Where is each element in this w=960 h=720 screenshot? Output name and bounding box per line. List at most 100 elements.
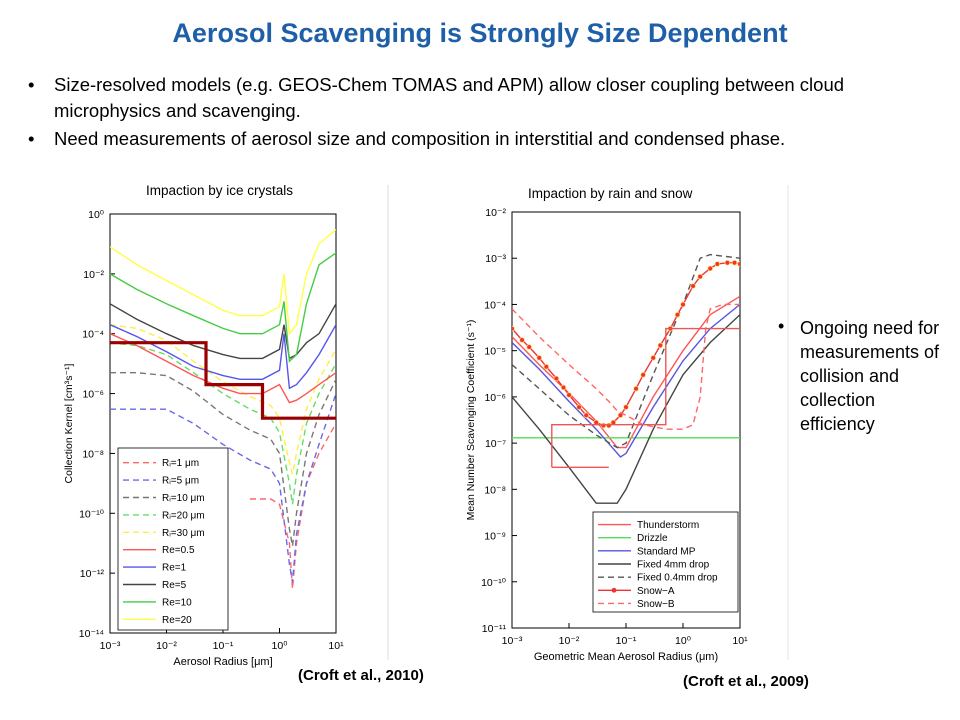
series-marker: [512, 325, 515, 332]
legend-label: Fixed 0.4mm drop: [637, 573, 718, 584]
series-marker: [690, 283, 696, 289]
y-axis-label: Collection Kernel [cm³s⁻¹]: [63, 363, 75, 483]
series-line: [110, 229, 336, 336]
series-marker: [519, 337, 525, 343]
x-tick-label: 10¹: [328, 640, 344, 652]
series-marker: [697, 273, 703, 280]
series-line: [512, 303, 740, 430]
legend-label: Rᵢ=30 μm: [162, 528, 205, 539]
x-tick-label: 10⁻²: [156, 640, 177, 652]
legend-label: Standard MP: [637, 546, 696, 557]
legend-label: Re=0.5: [162, 545, 195, 556]
legend-label: Snow−A: [637, 586, 675, 597]
citation-left: (Croft et al., 2010): [298, 667, 424, 684]
x-tick-label: 10⁰: [675, 635, 691, 647]
x-axis-label: Geometric Mean Aerosol Radius (μm): [534, 651, 718, 663]
y-tick-label: 10⁻⁸: [82, 448, 104, 460]
legend-label: Snow−B: [637, 599, 675, 610]
series-line: [110, 342, 336, 505]
legend-label: Rᵢ=10 μm: [162, 493, 205, 504]
legend-label: Thunderstorm: [637, 520, 699, 531]
bullet-list: Size-resolved models (e.g. GEOS-Chem TOM…: [26, 72, 946, 154]
y-tick-label: 10⁻¹⁰: [79, 508, 104, 520]
x-tick-label: 10⁻¹: [616, 635, 637, 647]
y-tick-label: 10⁻⁶: [82, 389, 104, 401]
overlay-step-line: [551, 327, 740, 468]
legend-label: Drizzle: [637, 533, 668, 544]
y-tick-label: 10⁻³: [485, 253, 506, 265]
y-tick-label: 10⁻⁷: [485, 438, 506, 450]
y-tick-label: 10⁻⁴: [484, 299, 506, 311]
series-marker: [731, 259, 738, 266]
series-marker: [640, 372, 646, 378]
legend-label: Re=20: [162, 615, 192, 626]
y-tick-label: 10⁻²: [485, 207, 506, 219]
x-tick-label: 10⁻³: [100, 640, 121, 652]
legend-label: Rᵢ=20 μm: [162, 510, 205, 521]
y-tick-label: 10⁻⁸: [484, 484, 506, 496]
series-marker: [657, 342, 664, 349]
series-line: [512, 314, 740, 504]
overlay-step-line: [110, 341, 336, 420]
y-tick-label: 10⁻⁴: [82, 329, 104, 341]
right-chart-caption: Impaction by rain and snow: [528, 186, 693, 201]
series-marker: [583, 412, 589, 419]
series-marker: [536, 355, 542, 361]
left-chart-caption: Impaction by ice crystals: [146, 183, 294, 198]
x-tick-label: 10⁻²: [559, 635, 580, 647]
slide-title: Aerosol Scavenging is Strongly Size Depe…: [172, 18, 788, 48]
legend-label: Rᵢ=1 μm: [162, 458, 199, 469]
side-note-text: Ongoing need for measurements of collisi…: [800, 318, 940, 434]
y-tick-label: 10⁻¹⁴: [79, 628, 104, 640]
bullet-item: Size-resolved models (e.g. GEOS-Chem TOM…: [26, 72, 946, 124]
series-marker: [623, 404, 629, 410]
series-marker: [600, 422, 607, 429]
series-marker: [650, 355, 656, 361]
citation-right: (Croft et al., 2009): [683, 673, 809, 690]
chart-1: [109, 213, 337, 634]
series-line: [512, 253, 740, 449]
chart-2: [511, 211, 741, 629]
legend-label: Re=10: [162, 597, 192, 608]
series-marker: [737, 261, 740, 267]
y-tick-label: 10⁻¹¹: [482, 623, 507, 635]
legend-label: Re=5: [162, 580, 187, 591]
series-line: [110, 393, 336, 583]
series-line: [110, 372, 336, 547]
y-tick-label: 10⁻¹⁰: [481, 577, 506, 589]
bullet-item: Need measurements of aerosol size and co…: [26, 126, 946, 152]
legend-box: [592, 511, 739, 613]
series-marker: [560, 384, 567, 391]
series-marker: [553, 375, 560, 382]
legend-label: Re=1: [162, 563, 187, 574]
y-axis-label: Mean Number Scavenging Coefficient (s⁻¹): [465, 320, 477, 521]
x-tick-label: 10⁻³: [502, 635, 523, 647]
series-marker: [526, 344, 532, 350]
series-marker: [576, 404, 582, 410]
y-tick-label: 10⁻¹²: [80, 568, 105, 580]
series-marker: [724, 259, 731, 266]
series-marker: [674, 311, 681, 318]
series-marker: [606, 422, 612, 429]
series-marker: [543, 363, 550, 370]
series-line: [250, 423, 336, 589]
legend-marker: [611, 587, 617, 593]
y-tick-label: 10⁻⁹: [484, 531, 506, 543]
series-marker: [680, 301, 686, 308]
bullet-dot: •: [778, 316, 785, 336]
legend-box: [117, 447, 229, 631]
series-line: [110, 252, 336, 363]
x-axis-label: Aerosol Radius [μm]: [173, 656, 272, 668]
legend-label: Fixed 4mm drop: [637, 560, 710, 571]
legend-label: Rᵢ=5 μm: [162, 476, 199, 487]
y-tick-label: 10⁰: [88, 209, 104, 221]
series-line: [512, 303, 740, 458]
series-marker: [714, 261, 721, 267]
series-marker: [566, 392, 572, 398]
x-tick-label: 10¹: [732, 635, 748, 647]
y-tick-label: 10⁻²: [83, 269, 104, 281]
y-tick-label: 10⁻⁵: [484, 346, 506, 358]
x-tick-label: 10⁻¹: [213, 640, 234, 652]
series-marker: [707, 265, 713, 272]
